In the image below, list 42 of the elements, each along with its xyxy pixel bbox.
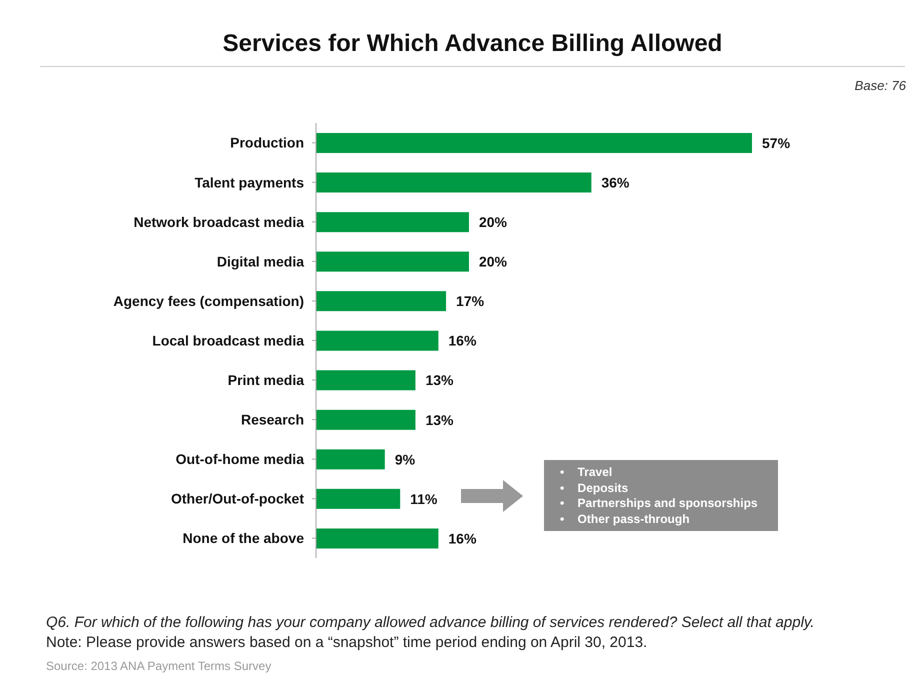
y-tick-label: Production	[230, 134, 304, 151]
text: Note: Please provide answers based on a “snapshot” time period ending on April 30, 2013.	[46, 634, 648, 651]
data-label: 16%	[448, 332, 477, 349]
data-label: 13%	[425, 412, 454, 428]
data-label: 17%	[456, 293, 485, 310]
data-label: 57%	[762, 134, 791, 151]
y-tick-label: None of the above	[182, 530, 304, 546]
data-label: 20%	[478, 214, 508, 230]
text: Q6. For which of the following has your company allowed advance billing of services rendered? Select all that apply.	[46, 614, 814, 631]
y-tick-label: Local broadcast media	[152, 332, 304, 348]
bar	[316, 330, 438, 351]
bar	[316, 528, 438, 548]
y-tick-label: Digital media	[216, 253, 304, 270]
bar	[316, 212, 469, 232]
bar	[316, 172, 592, 193]
data-label: 36%	[601, 174, 630, 191]
bar	[316, 449, 385, 470]
data-label: 9%	[394, 451, 416, 468]
bar	[316, 410, 416, 430]
annotation: • Other pass-through	[560, 512, 691, 527]
bar	[316, 488, 400, 509]
y-tick-label: Research	[240, 412, 304, 428]
bar	[316, 370, 416, 390]
bar	[316, 291, 446, 312]
chart-title: Services for Which Advance Billing Allowed	[222, 30, 724, 58]
y-tick-label: Network broadcast media	[134, 214, 304, 230]
bar	[316, 252, 469, 272]
data-label: 11%	[410, 490, 438, 507]
data-label: 16%	[448, 530, 477, 546]
y-tick-label: Other/Out-of-pocket	[171, 490, 304, 507]
y-tick-label: Agency fees (compensation)	[113, 292, 304, 309]
data-label: 13%	[425, 372, 454, 388]
y-tick-label: Out-of-home media	[176, 451, 304, 468]
bar	[316, 133, 752, 153]
source-note: Source: 2013 ANA Payment Terms Survey	[46, 659, 272, 673]
y-tick-label: Talent payments	[194, 174, 304, 190]
y-tick-label: Print media	[228, 372, 304, 388]
data-label: 20%	[478, 254, 508, 270]
text: Base: 76	[854, 78, 906, 93]
annotation: • Deposits	[560, 480, 630, 496]
annotation: • Partnerships and sponsorships	[560, 496, 759, 512]
annotation: • Travel	[560, 465, 614, 480]
